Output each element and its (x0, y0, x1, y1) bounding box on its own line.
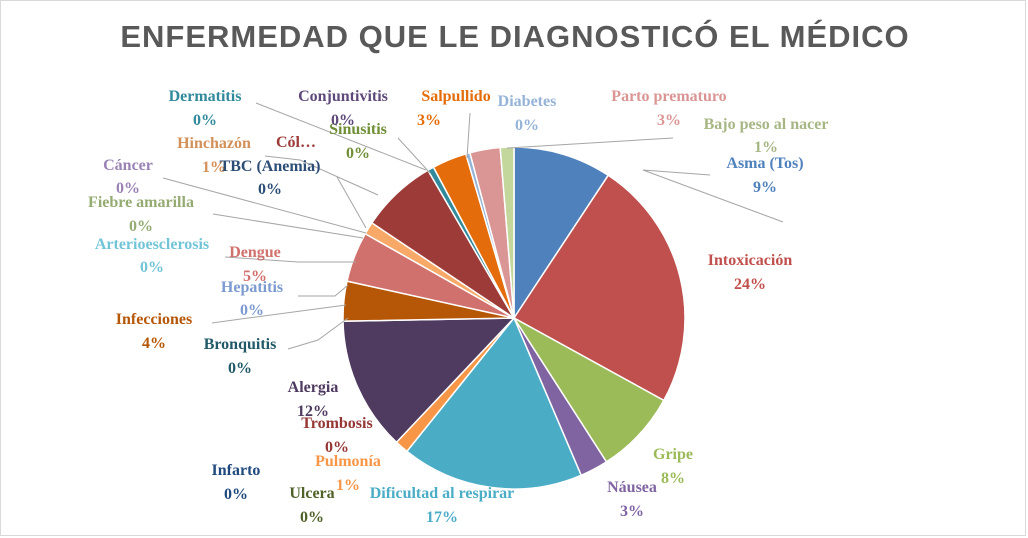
leader-lines (162, 102, 784, 350)
label-name-hepatitis: Hepatitis (221, 279, 283, 296)
label-name-dificultad-al-respirar: Dificultad al respirar (370, 485, 515, 502)
leader-line-tbc-anemia (336, 176, 367, 229)
label-name-arterioesclerosis: Arterioesclerosis (95, 236, 209, 253)
label-name-parto-prematuro: Parto prematuro (611, 88, 726, 105)
label-name-tbc-anemia: TBC (Anemia) (220, 158, 321, 175)
leader-line-bajo-peso-al-nacer (506, 137, 674, 149)
pie-slice-bajo-peso-al-nacer (499, 146, 515, 319)
label-name-asma-tos: Asma (Tos) (726, 155, 803, 172)
pie-slice-intoxicacion (512, 174, 686, 402)
label-percent-intoxicacion: 24% (734, 276, 766, 293)
label-name-gripe: Gripe (653, 446, 693, 463)
label-percent-arterioesclerosis: 0% (140, 259, 164, 276)
label-percent-infarto: 0% (224, 486, 248, 503)
leader-line-fiebre-amarilla (212, 213, 364, 239)
label-percent-infecciones: 4% (142, 335, 166, 352)
leader-line-col (264, 155, 379, 196)
label-percent-dengue: 5% (243, 268, 267, 285)
label-name-nausea: Náusea (607, 479, 657, 496)
label-name-trombosis: Trombosis (301, 415, 372, 432)
label-name-conjuntivitis: Conjuntivitis (298, 88, 388, 105)
leader-line-cancer (162, 177, 367, 234)
label-name-dermatitis: Dermatitis (169, 88, 242, 105)
label-name-intoxicacion: Intoxicación (708, 252, 793, 269)
chart-title: ENFERMEDAD QUE LE DIAGNOSTICÓ EL MÉDICO (120, 19, 910, 54)
label-percent-bronquitis: 0% (228, 360, 252, 377)
leader-line-dermatitis (255, 102, 427, 171)
label-percent-bajo-peso-al-nacer: 1% (754, 139, 778, 156)
label-name-dengue: Dengue (229, 244, 281, 261)
label-name-pulmonia: Pulmonía (315, 453, 381, 470)
label-percent-tbc-anemia: 0% (258, 181, 282, 198)
label-percent-hepatitis: 0% (240, 302, 264, 319)
label-percent-ulcera: 0% (300, 509, 324, 526)
leader-line-bronquitis (287, 317, 349, 350)
label-percent-trombosis: 0% (325, 439, 349, 456)
label-percent-pulmonia: 1% (336, 477, 360, 494)
label-name-cancer: Cáncer (103, 157, 153, 174)
label-percent-dificultad-al-respirar: 17% (426, 509, 458, 526)
label-percent-asma-tos: 9% (753, 179, 777, 196)
label-name-infecciones: Infecciones (116, 311, 192, 328)
label-percent-diabetes: 0% (515, 117, 539, 134)
label-name-infarto: Infarto (212, 462, 261, 479)
label-name-alergia: Alergia (288, 379, 339, 396)
leader-line-sinusitis (397, 137, 431, 174)
label-percent-hinchazon: 1% (202, 159, 226, 176)
label-name-fiebre-amarilla: Fiebre amarilla (88, 194, 194, 211)
label-percent-fiebre-amarilla: 0% (129, 218, 153, 235)
data-labels: Asma (Tos) 9% Intoxicación 24% Gripe 8%Náusea… (88, 88, 828, 526)
label-name-ulcera: Ulcera (289, 485, 334, 502)
leader-line-hepatitis (298, 284, 349, 297)
leader-line-asma-tos (642, 169, 784, 223)
label-percent-nausea: 3% (620, 503, 644, 520)
label-percent-gripe: 8% (661, 470, 685, 487)
leader-line-infecciones (211, 304, 347, 324)
label-percent-parto-prematuro: 3% (657, 112, 681, 129)
label-name-diabetes: Diabetes (498, 93, 557, 110)
leader-line-diabetes (466, 112, 471, 159)
label-name-col: Cól… (276, 134, 316, 151)
pie-slice-alergia (342, 317, 516, 444)
label-name-hinchazon: Hinchazón (177, 135, 251, 152)
label-name-sinusitis: Sinusitis (329, 121, 387, 138)
label-name-bronquitis: Bronquitis (204, 336, 277, 353)
label-name-bajo-peso-al-nacer: Bajo peso al nacer (704, 116, 829, 133)
label-percent-cancer: 0% (116, 180, 140, 197)
label-percent-alergia: 12% (297, 403, 329, 420)
label-percent-dermatitis: 0% (193, 112, 217, 129)
leader-line-arterioesclerosis (224, 256, 356, 263)
label-name-salpullido: Salpullido (421, 88, 490, 105)
label-percent-salpullido: 3% (417, 112, 441, 129)
label-percent-conjuntivitis: 0% (331, 112, 355, 129)
label-percent-sinusitis: 0% (346, 145, 370, 162)
pie-slices (342, 146, 686, 490)
pie-slice-dificultad-al-respirar (405, 316, 583, 490)
